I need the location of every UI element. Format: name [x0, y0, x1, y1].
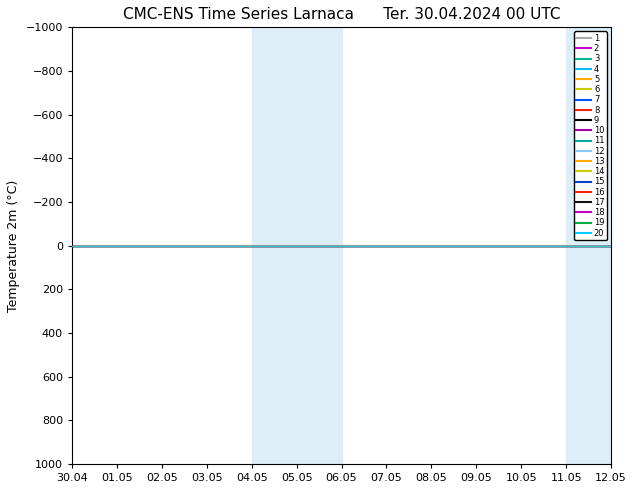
Y-axis label: Temperature 2m (°C): Temperature 2m (°C) — [7, 179, 20, 312]
Title: CMC-ENS Time Series Larnaca      Ter. 30.04.2024 00 UTC: CMC-ENS Time Series Larnaca Ter. 30.04.2… — [123, 7, 560, 22]
Bar — [566, 27, 611, 464]
Legend: 1, 2, 3, 4, 5, 6, 7, 8, 9, 10, 11, 12, 13, 14, 15, 16, 17, 18, 19, 20: 1, 2, 3, 4, 5, 6, 7, 8, 9, 10, 11, 12, 1… — [574, 31, 607, 240]
Bar — [252, 27, 342, 464]
